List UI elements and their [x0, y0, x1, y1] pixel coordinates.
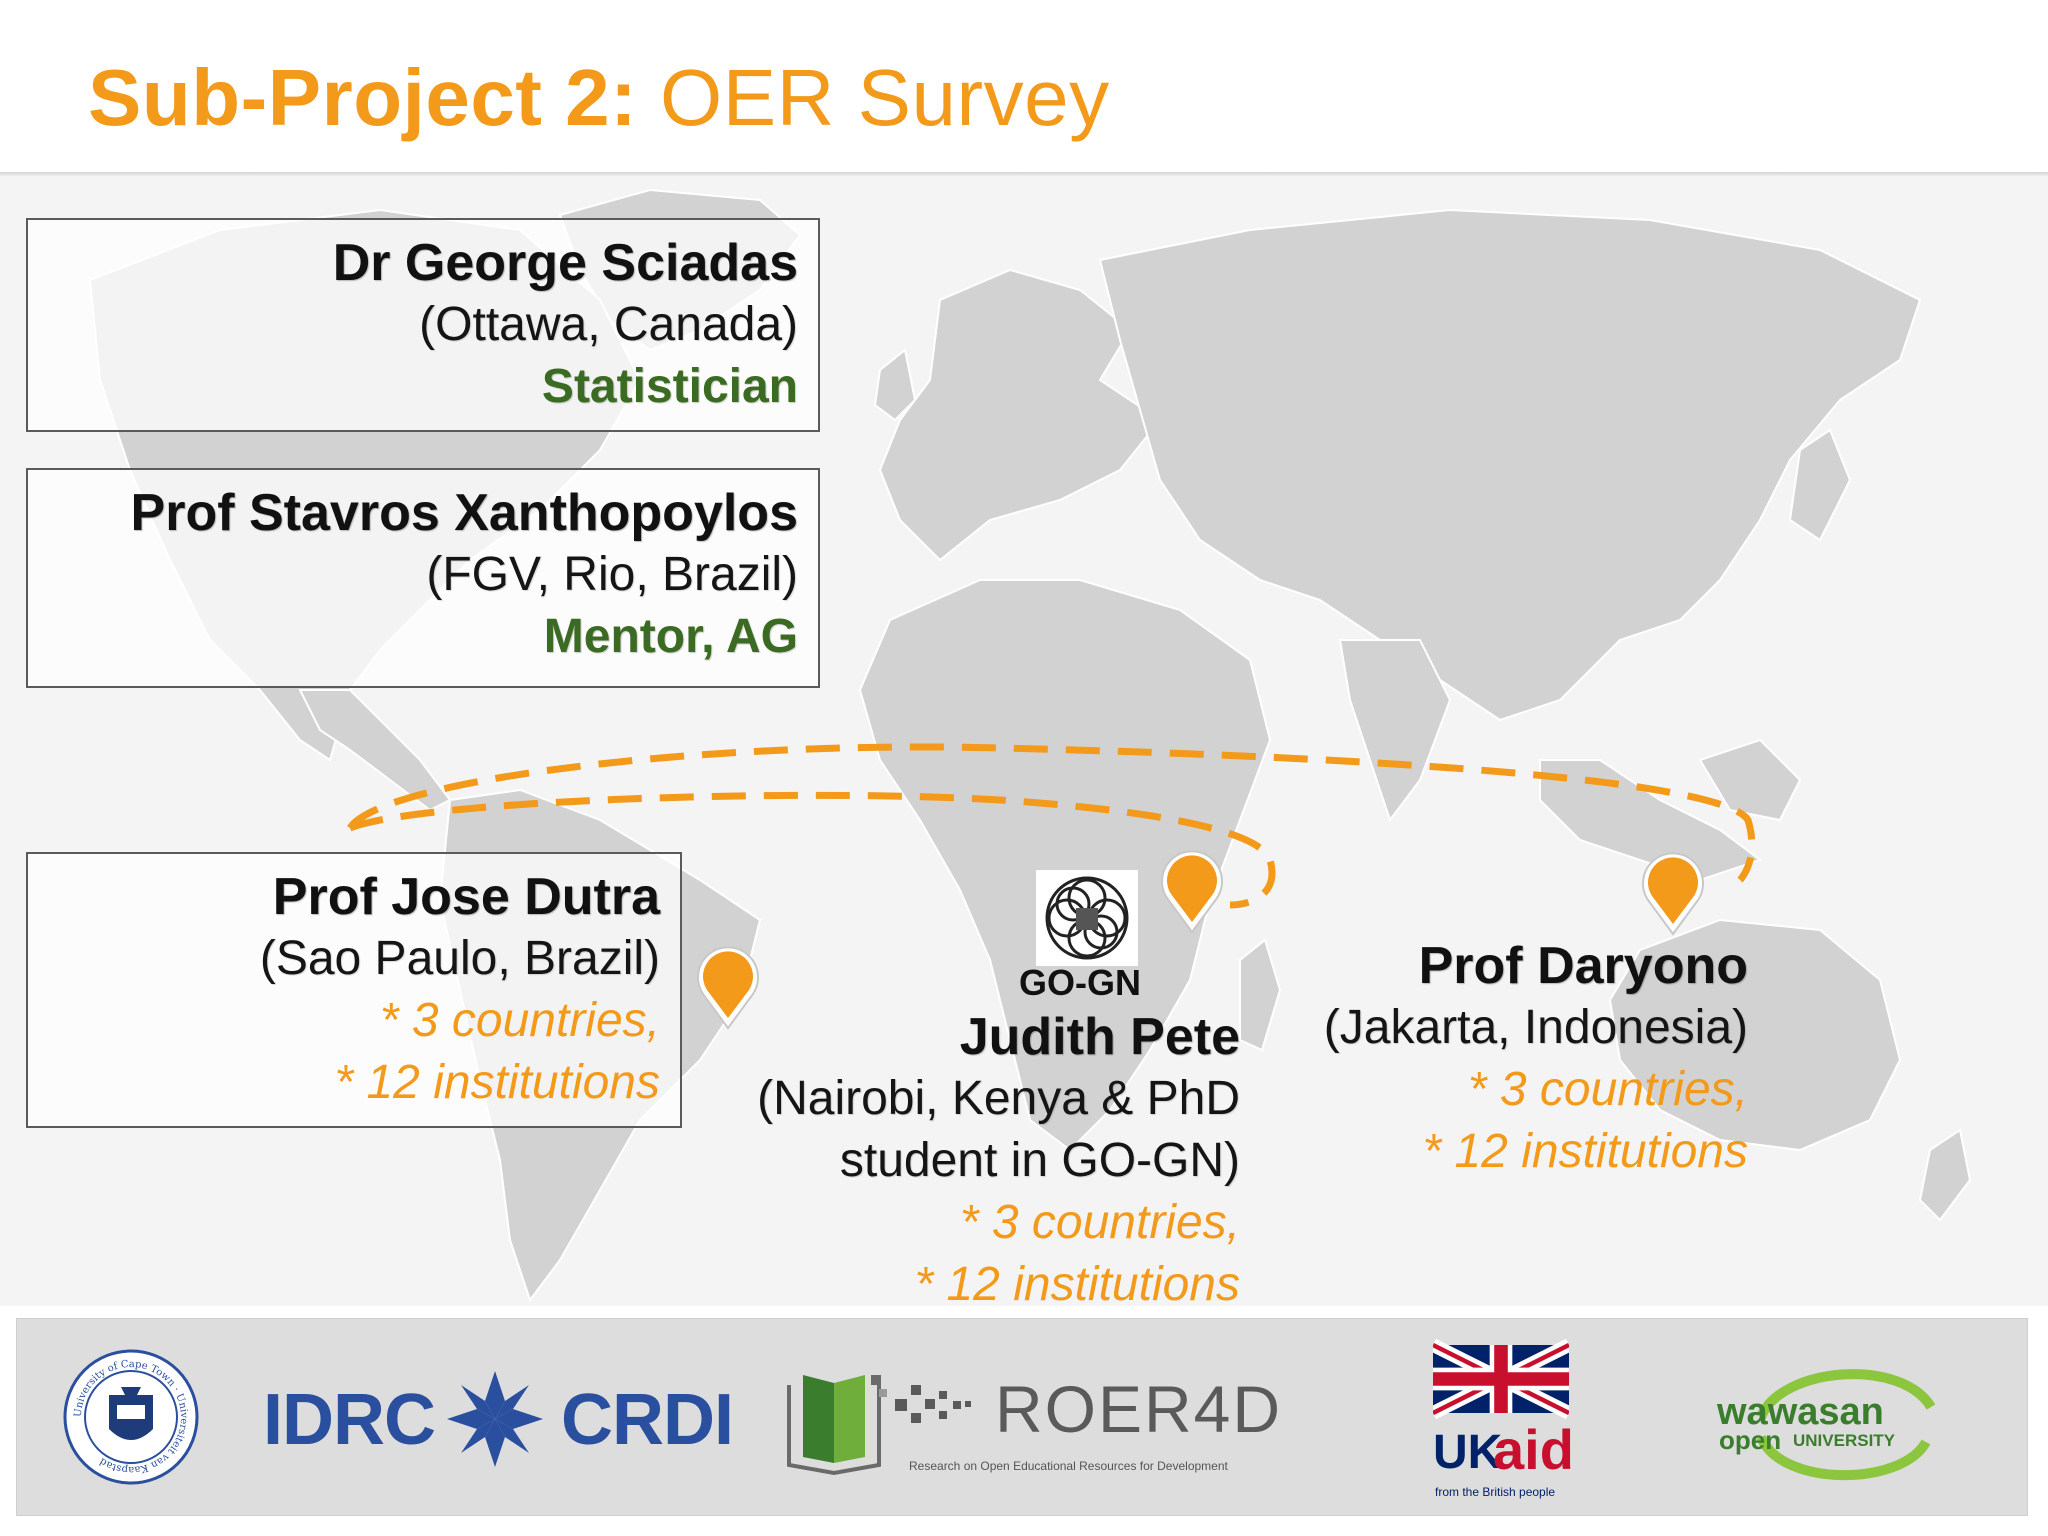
person-name: Prof Stavros Xanthopoylos	[130, 484, 798, 542]
person-card-xanthopoylos: Prof Stavros Xanthopoylos (FGV, Rio, Bra…	[26, 468, 820, 688]
uct-seal-logo: University of Cape Town · Universiteit v…	[63, 1349, 199, 1485]
person-block-daryono: Prof Daryono (Jakarta, Indonesia) * 3 co…	[1248, 935, 1748, 1183]
person-block-pete: Judith Pete (Nairobi, Kenya & PhD studen…	[640, 1006, 1240, 1316]
wawasan-text: wawasan	[1717, 1391, 1884, 1433]
ukaid-tagline: from the British people	[1435, 1485, 1556, 1499]
crdi-text: CRDI	[561, 1380, 734, 1460]
title-divider	[0, 172, 2048, 176]
roer4d-dots-icon	[895, 1385, 971, 1423]
person-location: (FGV, Rio, Brazil)	[426, 548, 798, 601]
person-name: Prof Daryono	[1418, 937, 1748, 995]
person-card-sciadas: Dr George Sciadas (Ottawa, Canada) Stati…	[26, 218, 820, 432]
slide-title-rest: OER Survey	[637, 53, 1110, 142]
wawasan-university-text: UNIVERSITY	[1793, 1431, 1896, 1450]
person-card-dutra: Prof Jose Dutra (Sao Paulo, Brazil) * 3 …	[26, 852, 682, 1128]
person-stat-institutions: * 12 institutions	[914, 1258, 1240, 1311]
roer4d-tagline: Research on Open Educational Resources f…	[909, 1459, 1228, 1473]
location-pin-icon	[697, 946, 759, 1030]
person-location: (Sao Paulo, Brazil)	[259, 932, 660, 985]
person-name: Dr George Sciadas	[332, 234, 798, 292]
person-stat-institutions: * 12 institutions	[334, 1056, 660, 1109]
person-location-line1: (Nairobi, Kenya & PhD	[757, 1072, 1240, 1125]
slide-title: Sub-Project 2: OER Survey	[88, 52, 1110, 144]
person-stat-institutions: * 12 institutions	[1422, 1125, 1748, 1178]
person-location: (Jakarta, Indonesia)	[1323, 1001, 1748, 1054]
wawasan-swoosh-icon	[1756, 1369, 1936, 1481]
person-stat-countries: * 3 countries,	[959, 1196, 1240, 1249]
person-stat-countries: * 3 countries,	[1467, 1063, 1748, 1116]
person-name: Prof Jose Dutra	[272, 868, 660, 926]
roer4d-book-icon	[787, 1375, 887, 1475]
location-pin-icon	[1642, 852, 1704, 936]
wawasan-open-text: open	[1719, 1425, 1782, 1455]
person-location-line2: student in GO-GN)	[839, 1134, 1240, 1187]
gogn-network-icon	[1036, 870, 1138, 966]
partner-logo-bar: University of Cape Town · Universiteit v…	[16, 1318, 2028, 1516]
roer4d-logo: ROER4D Research on Open Educational Reso…	[779, 1365, 1283, 1485]
person-location: (Ottawa, Canada)	[419, 298, 798, 351]
slide-title-bold: Sub-Project 2:	[88, 53, 638, 142]
ukaid-aid-text: aid	[1493, 1418, 1574, 1481]
person-role: Mentor, AG	[543, 610, 798, 663]
ukaid-uk-text: UK	[1433, 1426, 1503, 1479]
location-pin-icon	[1161, 850, 1223, 934]
person-role: Statistician	[541, 360, 798, 413]
ukaid-logo: UK aid from the British people	[1429, 1337, 1579, 1507]
person-name: Judith Pete	[959, 1008, 1240, 1066]
idrc-star-icon	[447, 1371, 543, 1467]
wawasan-logo: wawasan open UNIVERSITY	[1717, 1357, 1957, 1487]
person-stat-countries: * 3 countries,	[379, 994, 660, 1047]
idrc-text: IDRC	[263, 1380, 436, 1460]
gogn-label: GO-GN	[1019, 962, 1141, 1003]
union-jack-icon	[1433, 1338, 1569, 1420]
roer4d-text: ROER4D	[995, 1372, 1283, 1446]
